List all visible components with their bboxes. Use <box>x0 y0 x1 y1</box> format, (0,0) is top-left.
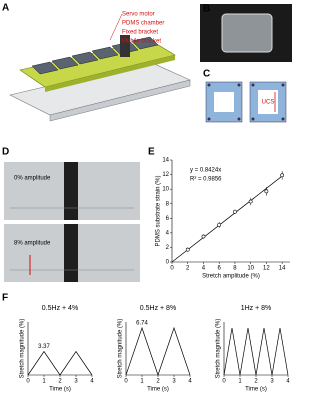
x-axis-label: Time (s) <box>245 387 267 393</box>
x-tick-label: 12 <box>263 266 270 272</box>
x-tick-label: 6 <box>218 266 222 272</box>
ucs-label: UCS <box>262 100 275 106</box>
y-axis-label: Stretch magnitude (%) <box>20 319 26 379</box>
r-squared: R² = 0.9856 <box>190 177 222 183</box>
panel-label: E <box>148 147 155 158</box>
chart-title: 0.5Hz + 4% <box>42 305 78 312</box>
panel-label: B <box>203 4 210 15</box>
y-tick-label: 12 <box>162 172 169 178</box>
line <box>223 327 289 376</box>
y-tick-label: 0 <box>166 260 170 266</box>
line <box>125 326 191 377</box>
x-tick-label: 3 <box>172 379 176 385</box>
x-tick-label: 1 <box>140 379 144 385</box>
fit-equation: y = 0.8424x <box>190 168 221 174</box>
x-tick-label: 0 <box>222 379 226 385</box>
x-axis-label: Stretch amplitude (%) <box>202 274 260 280</box>
amplitude-label: 8% amplitude <box>14 241 51 247</box>
x-tick-label: 2 <box>254 379 258 385</box>
part-label: Servo motor <box>122 12 155 18</box>
x-axis-label: Time (s) <box>49 387 71 393</box>
x-tick-label: 3 <box>74 379 78 385</box>
x-tick-label: 3 <box>270 379 274 385</box>
chamber-diagram <box>205 81 287 123</box>
panel-label: D <box>2 147 9 158</box>
panel-label: A <box>2 3 9 14</box>
data-point <box>233 209 237 214</box>
panel-label: C <box>203 69 210 80</box>
photos-d <box>4 162 140 282</box>
x-tick-label: 0 <box>170 266 174 272</box>
part-label: Fixed bracket <box>122 30 158 36</box>
y-tick-label: 8 <box>166 201 170 207</box>
x-tick-label: 0 <box>26 379 30 385</box>
peak-label: 6.74 <box>136 321 148 327</box>
y-tick-label: 2 <box>166 245 170 251</box>
fit-line <box>171 175 283 263</box>
y-axis-label: Stretch magnitude (%) <box>118 319 124 379</box>
panel-label: F <box>2 293 8 304</box>
y-tick-label: 4 <box>166 230 170 236</box>
x-tick-label: 4 <box>188 379 192 385</box>
x-tick-label: 0 <box>124 379 128 385</box>
y-tick-label: 14 <box>162 158 169 164</box>
data-point <box>201 234 206 239</box>
chart-title: 1Hz + 8% <box>241 305 272 312</box>
y-tick-label: 6 <box>166 216 170 222</box>
pdms-chamber-photo <box>221 13 273 53</box>
data-point <box>217 222 222 227</box>
data-point <box>248 199 253 204</box>
line <box>27 350 93 376</box>
x-tick-label: 8 <box>233 266 237 272</box>
x-tick-label: 1 <box>42 379 46 385</box>
y-tick-label: 10 <box>162 187 169 193</box>
data-point <box>264 189 269 194</box>
y-axis-label: PDMS substrate strain (%) <box>156 175 162 246</box>
x-tick-label: 1 <box>238 379 242 385</box>
data-point <box>185 247 190 252</box>
x-tick-label: 4 <box>90 379 94 385</box>
x-tick-label: 4 <box>202 266 206 272</box>
part-label: Mobile bracket <box>122 39 161 45</box>
apparatus-render <box>9 13 191 122</box>
data-point <box>280 173 285 178</box>
chart-title: 0.5Hz + 8% <box>140 305 176 312</box>
y-axis-label: Stretch magnitude (%) <box>216 319 222 379</box>
figure: UCS 0% amplitude 8% amplitude Servo moto… <box>2 3 292 393</box>
x-tick-label: 2 <box>58 379 62 385</box>
x-tick-label: 2 <box>186 266 190 272</box>
x-tick-label: 2 <box>156 379 160 385</box>
x-tick-label: 4 <box>286 379 290 385</box>
x-axis-label: Time (s) <box>147 387 169 393</box>
amplitude-label: 0% amplitude <box>14 176 51 182</box>
part-label: PDMS chamber <box>122 21 164 27</box>
x-tick-label: 10 <box>247 266 254 272</box>
peak-label: 3.37 <box>38 344 50 350</box>
x-tick-label: 14 <box>279 266 286 272</box>
